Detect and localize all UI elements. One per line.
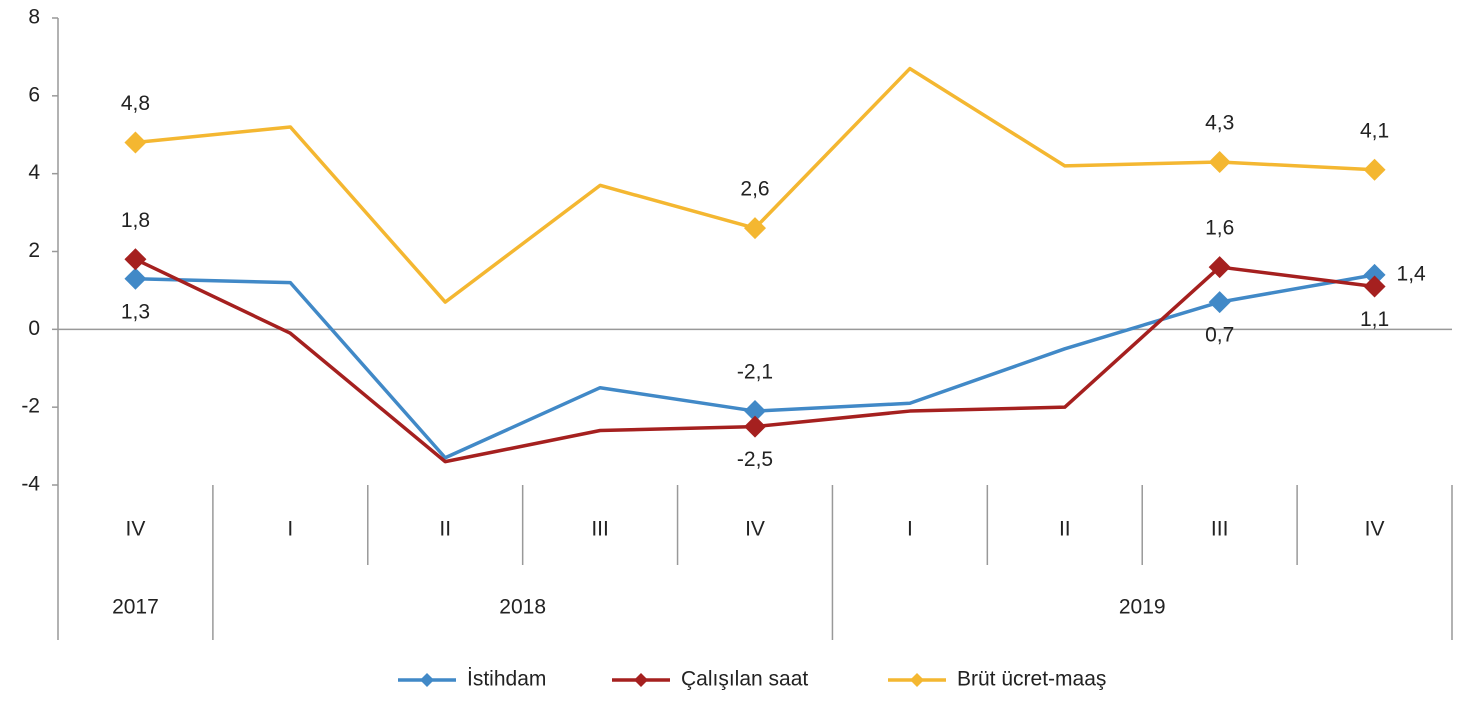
data-label: -2,5	[737, 448, 773, 471]
marker	[1208, 291, 1231, 314]
x-tick-label: II	[1059, 518, 1071, 541]
marker	[1208, 150, 1231, 173]
x-tick-label: I	[907, 518, 913, 541]
marker	[1363, 263, 1386, 286]
x-tick-label: IV	[745, 518, 765, 541]
marker	[1208, 256, 1231, 279]
x-tick-label: I	[287, 518, 293, 541]
data-label: 4,1	[1360, 119, 1389, 142]
y-tick-label: 6	[28, 83, 40, 106]
x-tick-label: III	[1211, 518, 1229, 541]
group-label: 2019	[1119, 596, 1166, 619]
group-label: 2018	[499, 596, 546, 619]
legend-marker	[910, 673, 924, 687]
marker	[1363, 275, 1386, 298]
group-label: 2017	[112, 596, 159, 619]
marker	[124, 131, 147, 154]
y-tick-label: 8	[28, 6, 40, 29]
y-tick-label: 4	[28, 161, 40, 184]
y-tick-label: -2	[21, 395, 40, 418]
x-tick-label: II	[439, 518, 451, 541]
data-label: 0,7	[1205, 324, 1234, 347]
x-tick-label: III	[591, 518, 609, 541]
x-tick-label: IV	[1365, 518, 1385, 541]
legend-label: İstihdam	[467, 668, 546, 691]
data-label: 1,3	[121, 300, 150, 323]
marker	[1363, 158, 1386, 181]
legend-marker	[634, 673, 648, 687]
data-label: 4,3	[1205, 112, 1234, 135]
marker	[744, 400, 766, 423]
legend-marker	[420, 673, 434, 687]
data-label: 1,4	[1397, 262, 1427, 285]
legend-label: Brüt ücret-maaş	[957, 668, 1106, 691]
data-label: 1,1	[1360, 308, 1389, 331]
data-label: -2,1	[737, 361, 773, 384]
y-tick-label: 2	[28, 239, 40, 262]
data-label: 4,8	[121, 92, 150, 115]
y-tick-label: -4	[21, 473, 40, 496]
x-tick-label: IV	[126, 518, 146, 541]
y-tick-label: 0	[28, 317, 40, 340]
data-label: 2,6	[740, 178, 769, 201]
data-label: 1,8	[121, 209, 150, 232]
data-label: 1,6	[1205, 217, 1234, 240]
marker	[124, 267, 147, 290]
marker	[124, 248, 147, 271]
marker	[744, 217, 766, 240]
marker	[744, 415, 766, 438]
legend-label: Çalışılan saat	[681, 668, 808, 691]
